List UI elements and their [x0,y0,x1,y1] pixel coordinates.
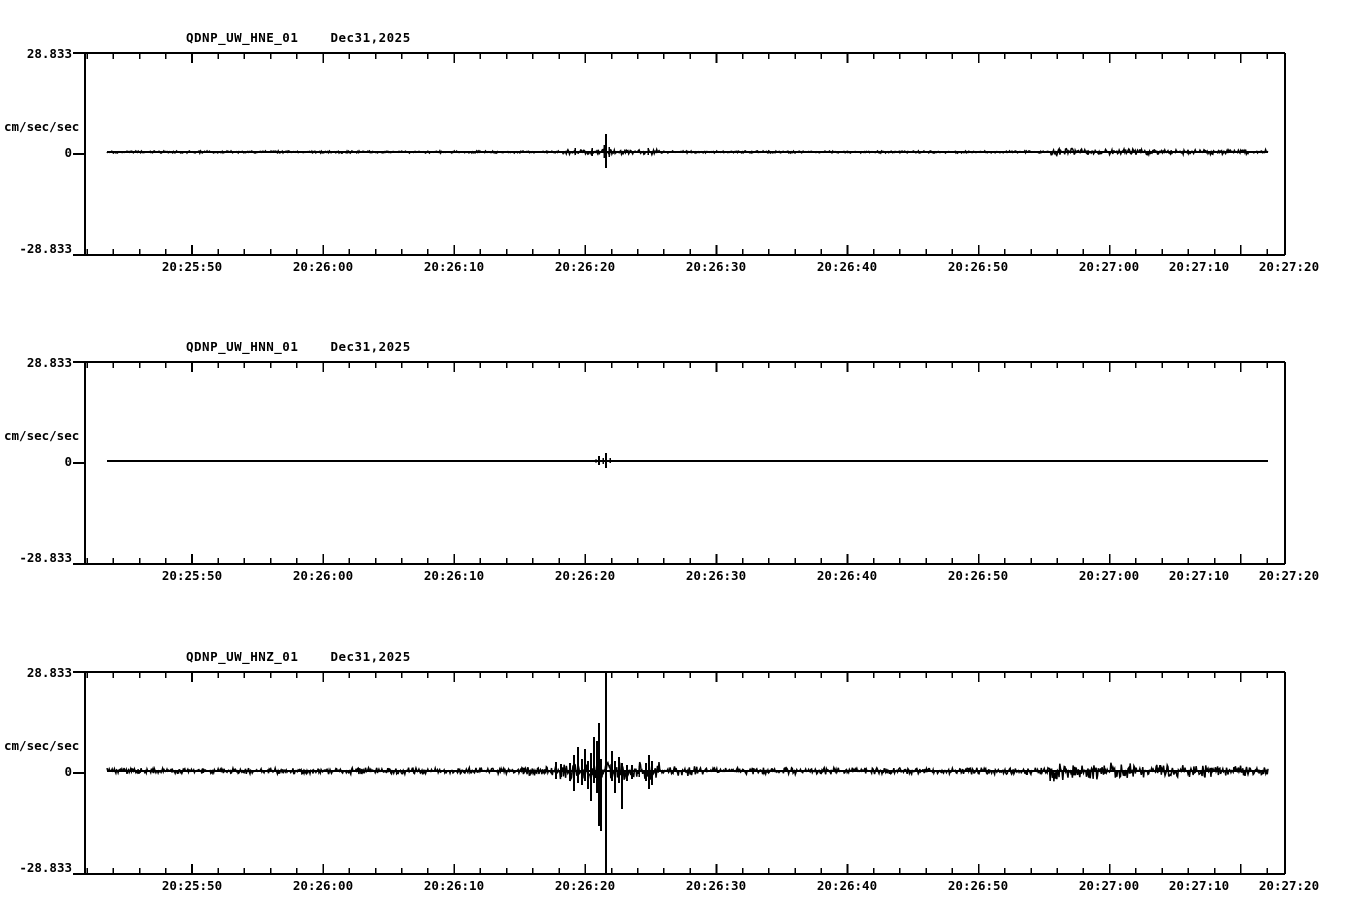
x-axis-tick-labels-hnz: 20:25:50 20:26:00 20:26:10 20:26:20 20:2… [0,879,1358,895]
x-tick-label: 20:27:20 [1258,568,1320,583]
x-tick-label: 20:26:10 [423,878,485,893]
y-axis-min-label-hne: -28.833 [19,241,72,256]
x-axis-tick-labels-hne: 20:25:50 20:26:00 20:26:10 20:26:20 20:2… [0,260,1358,276]
x-tick-label: 20:26:40 [816,878,878,893]
y-axis-max-label-hnz: 28.833 [26,665,72,680]
panel-title-hne: QDNP_UW_HNE_01 Dec31,2025 [186,30,411,45]
x-tick-label: 20:26:20 [554,259,616,274]
y-axis-zero-label-hnz: 0 [64,764,72,779]
x-tick-label: 20:27:10 [1168,568,1230,583]
x-tick-label: 20:26:00 [292,878,354,893]
x-tick-label: 20:27:00 [1078,878,1140,893]
x-tick-label: 20:27:10 [1168,878,1230,893]
x-tick-label: 20:27:10 [1168,259,1230,274]
waveform-plot-hnn [73,361,1286,565]
x-tick-label: 20:27:00 [1078,568,1140,583]
x-tick-label: 20:26:20 [554,568,616,583]
panel-hne: QDNP_UW_HNE_01 Dec31,2025 28.833 cm/sec/… [0,0,1358,300]
y-axis-max-label-hnn: 28.833 [26,355,72,370]
x-axis-tick-labels-hnn: 20:25:50 20:26:00 20:26:10 20:26:20 20:2… [0,569,1358,585]
x-tick-label: 20:25:50 [161,878,223,893]
x-tick-label: 20:27:20 [1258,878,1320,893]
x-tick-label: 20:26:00 [292,568,354,583]
x-tick-label: 20:26:40 [816,568,878,583]
y-axis-zero-label-hnn: 0 [64,454,72,469]
x-tick-label: 20:26:50 [947,259,1009,274]
y-axis-zero-label-hne: 0 [64,145,72,160]
x-tick-label: 20:26:10 [423,259,485,274]
x-tick-label: 20:27:20 [1258,259,1320,274]
panel-hnn: QDNP_UW_HNN_01 Dec31,2025 28.833 cm/sec/… [0,309,1358,609]
x-tick-label: 20:26:30 [685,568,747,583]
x-tick-label: 20:26:10 [423,568,485,583]
y-axis-units-label-hnn: cm/sec/sec [4,428,80,443]
x-tick-label: 20:26:50 [947,878,1009,893]
y-axis-min-label-hnn: -28.833 [19,550,72,565]
waveform-plot-hne [73,52,1286,256]
x-tick-label: 20:26:50 [947,568,1009,583]
x-tick-label: 20:26:30 [685,878,747,893]
x-tick-label: 20:26:20 [554,878,616,893]
panel-title-hnn: QDNP_UW_HNN_01 Dec31,2025 [186,339,411,354]
x-tick-label: 20:26:40 [816,259,878,274]
y-axis-max-label-hne: 28.833 [26,46,72,61]
x-tick-label: 20:26:30 [685,259,747,274]
panel-hnz: QDNP_UW_HNZ_01 Dec31,2025 28.833 cm/sec/… [0,614,1358,924]
x-tick-label: 20:25:50 [161,259,223,274]
y-axis-units-label-hnz: cm/sec/sec [4,738,80,753]
panel-title-hnz: QDNP_UW_HNZ_01 Dec31,2025 [186,649,411,664]
y-axis-units-label-hne: cm/sec/sec [4,119,80,134]
waveform-plot-hnz [73,671,1286,875]
y-axis-min-label-hnz: -28.833 [19,860,72,875]
x-tick-label: 20:26:00 [292,259,354,274]
x-tick-label: 20:25:50 [161,568,223,583]
x-tick-label: 20:27:00 [1078,259,1140,274]
